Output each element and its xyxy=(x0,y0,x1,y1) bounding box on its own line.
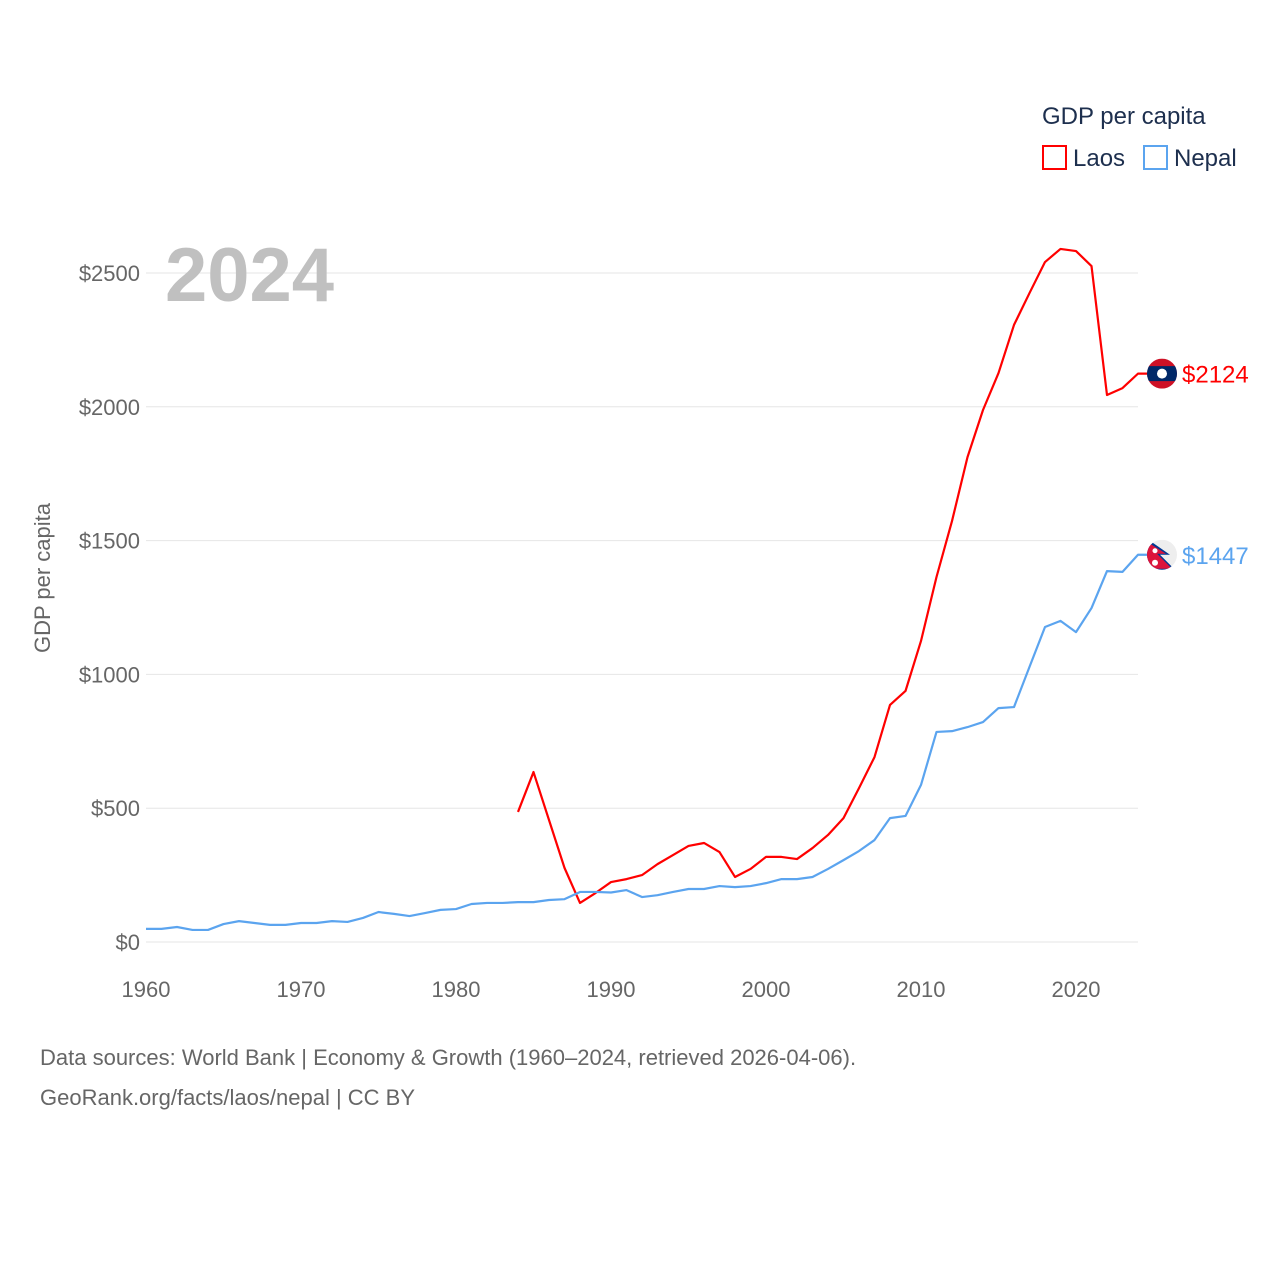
x-tick-label: 1990 xyxy=(587,977,636,1002)
series-line-nepal xyxy=(146,553,1147,932)
laos-flag-icon xyxy=(1147,358,1177,389)
y-axis-label: GDP per capita xyxy=(30,502,55,653)
x-tick-label: 1980 xyxy=(432,977,481,1002)
x-tick-label: 2020 xyxy=(1052,977,1101,1002)
x-tick-label: 2000 xyxy=(742,977,791,1002)
y-tick-label: $2500 xyxy=(79,261,140,286)
legend-label-nepal: Nepal xyxy=(1174,145,1237,172)
flag-moon xyxy=(1152,548,1158,554)
nepal-flag-icon xyxy=(1147,539,1177,570)
y-tick-label: $1000 xyxy=(79,662,140,687)
legend-swatch-nepal xyxy=(1143,145,1168,170)
end-value-label-nepal: $1447 xyxy=(1182,543,1249,570)
x-tick-label: 1970 xyxy=(277,977,326,1002)
x-tick-label: 2010 xyxy=(897,977,946,1002)
end-value-label-laos: $2124 xyxy=(1182,362,1249,389)
y-tick-label: $500 xyxy=(91,796,140,821)
y-tick-label: $0 xyxy=(116,930,140,955)
series-line-laos xyxy=(516,247,1147,905)
legend-label-laos: Laos xyxy=(1073,145,1125,172)
y-tick-label: $1500 xyxy=(79,529,140,554)
legend-swatch-laos xyxy=(1042,145,1067,170)
legend-title: GDP per capita xyxy=(1042,103,1206,130)
x-tick-label: 1960 xyxy=(122,977,171,1002)
flag-disc xyxy=(1157,368,1167,379)
source-link[interactable]: GeoRank.org/facts/laos/nepal | CC BY xyxy=(40,1085,416,1110)
y-tick-label: $2000 xyxy=(79,395,140,420)
source-note: Data sources: World Bank | Economy & Gro… xyxy=(40,1045,857,1070)
flag-sun xyxy=(1152,559,1158,566)
year-label: 2024 xyxy=(165,233,334,318)
